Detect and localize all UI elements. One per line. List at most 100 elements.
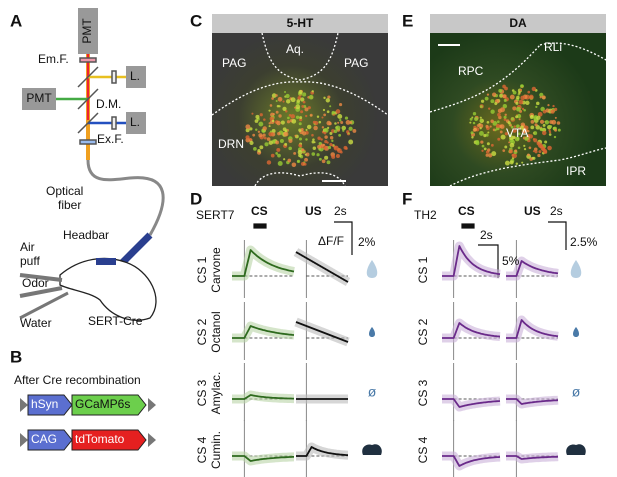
trace	[506, 260, 559, 277]
cell	[245, 135, 250, 140]
cell	[320, 143, 325, 147]
label: 5%	[502, 254, 520, 268]
trace	[506, 319, 559, 339]
cell	[259, 145, 264, 150]
label: GCaMP6s	[75, 397, 130, 411]
cell	[496, 120, 500, 124]
cell	[509, 142, 515, 148]
cell	[317, 144, 322, 149]
trace	[232, 249, 295, 277]
scale-bars	[253, 221, 567, 278]
region-label: DRN	[218, 137, 244, 151]
label: CS 2	[416, 318, 430, 345]
cell	[544, 140, 548, 144]
cell	[543, 150, 548, 154]
label: PMT	[80, 18, 94, 44]
cell	[520, 95, 526, 101]
cell	[503, 98, 507, 102]
cell	[514, 149, 518, 153]
cell	[542, 130, 547, 136]
promoter	[27, 394, 73, 416]
cell	[323, 131, 327, 135]
cell	[282, 106, 287, 112]
cell	[312, 138, 315, 141]
cell	[483, 147, 487, 151]
cell	[504, 132, 509, 136]
cell	[509, 124, 512, 127]
cell	[271, 129, 276, 133]
cell	[554, 116, 557, 119]
cell	[293, 151, 297, 155]
cell	[485, 124, 489, 128]
label: 2%	[358, 235, 376, 249]
cell	[516, 114, 522, 119]
cell	[326, 110, 330, 114]
trace	[442, 245, 501, 277]
cell	[508, 141, 511, 144]
cell	[324, 135, 328, 139]
cell	[557, 128, 561, 132]
cell	[307, 106, 311, 110]
cell	[335, 154, 340, 159]
mouse	[59, 257, 157, 321]
cell	[490, 99, 495, 104]
cell	[263, 136, 267, 140]
cell	[329, 131, 333, 135]
cell	[500, 134, 506, 140]
cell	[266, 160, 272, 165]
cell	[331, 154, 336, 159]
cell	[268, 140, 273, 145]
cell	[298, 143, 302, 148]
label: CS	[458, 204, 475, 218]
cell	[334, 122, 337, 125]
cell	[301, 104, 305, 108]
cell	[520, 84, 524, 88]
fiber-cannula	[117, 232, 153, 268]
trace	[295, 251, 349, 283]
cell	[271, 93, 277, 98]
cell	[259, 113, 263, 117]
scale-bar	[322, 180, 346, 182]
region-outline	[211, 32, 607, 187]
cell	[485, 153, 489, 157]
cell	[296, 99, 301, 103]
cell	[509, 135, 514, 141]
cell	[251, 112, 254, 115]
cell	[495, 124, 500, 128]
cell	[312, 146, 317, 150]
cell	[533, 147, 538, 152]
cell	[523, 128, 528, 134]
label: Headbar	[63, 228, 109, 242]
cell	[287, 116, 290, 120]
cell	[295, 104, 301, 110]
gene	[71, 429, 147, 451]
cell	[528, 146, 532, 150]
region-label: PAG	[222, 56, 246, 70]
cell	[249, 140, 254, 146]
cell	[479, 105, 483, 108]
cell	[287, 158, 292, 163]
cell	[491, 151, 497, 157]
cell	[326, 160, 331, 165]
cell	[487, 148, 491, 152]
cell	[326, 141, 329, 144]
cell	[532, 150, 535, 153]
cell	[284, 90, 287, 93]
label: puff	[20, 254, 40, 268]
cell	[479, 119, 483, 122]
water-tube	[19, 291, 69, 320]
cell	[548, 131, 552, 134]
cell	[337, 113, 343, 119]
cell	[348, 126, 353, 131]
cell	[521, 161, 524, 164]
cell	[271, 97, 274, 100]
cell	[335, 109, 341, 114]
cell	[517, 146, 521, 150]
cell	[547, 104, 550, 107]
cell	[342, 129, 345, 132]
label: 2s	[334, 204, 347, 218]
cell	[497, 137, 501, 141]
cell	[556, 121, 561, 125]
blob-icon	[362, 444, 382, 455]
label: Cumin.	[209, 431, 223, 469]
